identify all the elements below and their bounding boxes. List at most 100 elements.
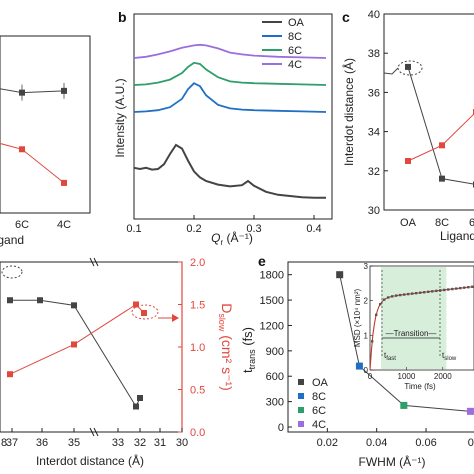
- panel-d-ytick-3: 1.5: [190, 300, 205, 312]
- panel-d-xticks: 837 36 35 33 32 31 30: [0, 428, 188, 449]
- inset-point: [395, 294, 398, 297]
- panel-d: 837 36 35 33 32 31 30 0.0 0.5 1.0 1.5 2.0 Interdot…: [0, 257, 235, 468]
- panel-c-ytick-3: 36: [368, 87, 380, 99]
- panel-c-xtick-8c: 8C: [435, 217, 449, 229]
- panel-c-series: [405, 63, 474, 188]
- panel-d-xtick-2: 36: [36, 437, 48, 449]
- panel-b-xlabel-unit: (Å⁻¹): [223, 230, 253, 245]
- inset-point: [467, 286, 470, 289]
- inset-point: [411, 292, 414, 295]
- inset-point: [378, 303, 382, 306]
- inset-yticks: 0 1 2 3: [364, 262, 373, 375]
- panel-e-xlabel: FWHM (Å⁻¹): [359, 454, 426, 469]
- inset-xtick-0: 0: [368, 372, 373, 381]
- panel-d-yticks: 0.0 0.5 1.0 1.5 2.0: [178, 257, 205, 439]
- panel-e-series: [336, 271, 474, 415]
- panel-d-point-0-0: [7, 297, 13, 304]
- panel-b: b Intensity (A.U.) 0.1 0.2 0.3 0.4 Qr (Å⁻¹)…: [113, 9, 333, 247]
- panel-a: 6C 4C Ligand: [0, 35, 91, 247]
- panel-e-ytick-4: 1200: [260, 320, 284, 332]
- panel-d-ytick-2: 1.0: [190, 342, 205, 354]
- inset-point: [403, 293, 406, 296]
- inset-xtick-2: 2000: [434, 372, 452, 381]
- panel-c-highlight: [397, 60, 423, 76]
- panel-c: c Interdot distance (Å) 30 32 34 36 38 40 OA 8…: [341, 9, 474, 243]
- panel-c-ylabel: Interdot distance (Å): [341, 58, 356, 166]
- inset-xtick-1: 1000: [398, 372, 416, 381]
- panel-b-xlabel-sub: r: [221, 238, 224, 247]
- panel-d-ytick-4: 2.0: [190, 257, 205, 269]
- panel-c-xlabel: Ligand: [440, 229, 474, 243]
- panel-c-ytick-0: 30: [368, 205, 380, 217]
- inset-point: [447, 288, 450, 291]
- inset-point: [419, 291, 422, 294]
- panel-d-red-arrowhead: [172, 314, 179, 322]
- legend-marker-oa: [298, 379, 304, 385]
- panel-d-series-line-1: [9, 303, 145, 375]
- panel-b-frame: [133, 13, 333, 220]
- panel-d-axis-break: [89, 257, 99, 437]
- panel-d-xtick-6: 31: [154, 437, 166, 449]
- inset-transition-shade: [380, 267, 447, 369]
- panel-a-series-line-1: [0, 142, 65, 184]
- panel-c-point-0-1: [439, 175, 445, 182]
- inset-point: [431, 290, 434, 293]
- panel-b-xlabel-main: Q: [211, 231, 220, 245]
- panel-b-legend: OA 8C 6C 4C: [262, 17, 305, 71]
- panel-d-ylabel-unit: (cm² s⁻¹): [219, 331, 235, 390]
- panel-c-xtick-6c: 6C: [469, 217, 474, 229]
- panel-b-series-oa: [133, 143, 326, 199]
- legend-label-oa: OA: [288, 17, 305, 29]
- panel-c-point-1-0: [405, 158, 411, 164]
- panel-e-ylabel-sub: trans: [247, 349, 257, 370]
- panel-e-ytick-0: 0: [278, 422, 284, 434]
- inset-point: [427, 290, 430, 293]
- panel-c-series-line-1: [407, 113, 474, 162]
- panel-e-ytick-6: 1800: [260, 270, 284, 282]
- panel-a-point-1-2: [61, 179, 67, 186]
- panel-c-frame: [383, 13, 474, 211]
- inset-ytick-2: 2: [364, 297, 369, 306]
- inset-point: [387, 296, 390, 299]
- panel-b-series-4c: [133, 43, 327, 59]
- inset-tfast-main: t: [384, 351, 387, 360]
- panel-d-highlight-black: [1, 265, 23, 279]
- panel-d-xtick-5: 32: [134, 437, 146, 449]
- panel-e-point-6c: [400, 401, 408, 409]
- panel-d-frame: [0, 261, 183, 433]
- inset-point: [382, 298, 386, 301]
- axis-break-top-2: [93, 257, 99, 267]
- panel-a-xtick-4c: 4C: [57, 219, 71, 231]
- legend-label-8c: 8C: [288, 31, 302, 43]
- inset-transition-text: Transition: [394, 329, 429, 338]
- panel-b-series-8c: [133, 82, 327, 113]
- panel-a-series-line-0: [0, 88, 65, 94]
- panel-e-ytick-1: 300: [266, 397, 284, 409]
- inset-point: [370, 340, 374, 343]
- panel-c-ytick-5: 40: [368, 9, 380, 21]
- inset-tslow-main: t: [442, 351, 445, 360]
- panel-d-point-0-3: [133, 403, 139, 410]
- panel-c-series-line-0: [407, 66, 474, 185]
- inset-ylabel: MSD (×10⁴ nm²): [353, 289, 362, 348]
- panel-b-xtick-1: 0.2: [186, 223, 201, 235]
- panel-e-ytick-2: 600: [266, 371, 284, 383]
- panel-a-xlabel: Ligand: [0, 233, 24, 247]
- inset-tfast-label: tfast: [384, 351, 396, 362]
- inset-ytick-0: 0: [364, 366, 369, 375]
- panel-e-yticks: 0 300 600 900 1200 1500 1800: [260, 270, 292, 434]
- panel-b-label: b: [118, 9, 127, 25]
- inset-point: [459, 286, 462, 290]
- inset-point: [423, 291, 426, 294]
- panel-d-series: [7, 297, 147, 410]
- legend-label-oa-e: OA: [312, 377, 329, 389]
- panel-d-point-1-3: [141, 310, 147, 316]
- panel-e-xtick-2: 0.06: [415, 437, 436, 449]
- legend-label-4c: 4C: [288, 59, 302, 71]
- inset-point: [451, 287, 454, 291]
- panel-d-xtick-4: 33: [112, 437, 124, 449]
- legend-marker-8c: [298, 393, 304, 399]
- panel-d-ytick-1: 0.5: [190, 385, 205, 397]
- panel-a-point-1-1: [19, 146, 25, 153]
